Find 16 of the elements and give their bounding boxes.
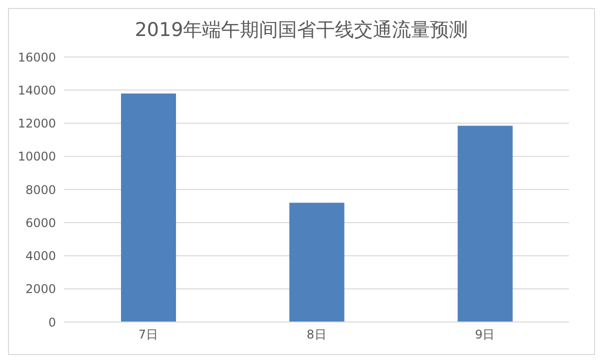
y-tick-label: 16000 xyxy=(18,50,56,64)
chart-title: 2019年端午期间国省干线交通流量预测 xyxy=(134,18,470,43)
y-tick-label: 10000 xyxy=(18,150,56,164)
bar xyxy=(121,93,176,322)
bar xyxy=(458,126,513,322)
y-tick-label: 4000 xyxy=(25,249,56,264)
y-tick-label: 0 xyxy=(48,315,56,330)
y-tick-label: 12000 xyxy=(18,116,56,131)
y-tick-label: 8000 xyxy=(25,182,56,197)
y-tick-label: 2000 xyxy=(25,282,56,296)
bar xyxy=(289,202,344,322)
x-tick-label: 9日 xyxy=(475,328,495,342)
x-tick-label: 8日 xyxy=(306,328,326,342)
x-tick-label: 7日 xyxy=(138,328,158,342)
y-tick-label: 14000 xyxy=(18,83,56,98)
y-tick-label: 6000 xyxy=(25,216,56,230)
